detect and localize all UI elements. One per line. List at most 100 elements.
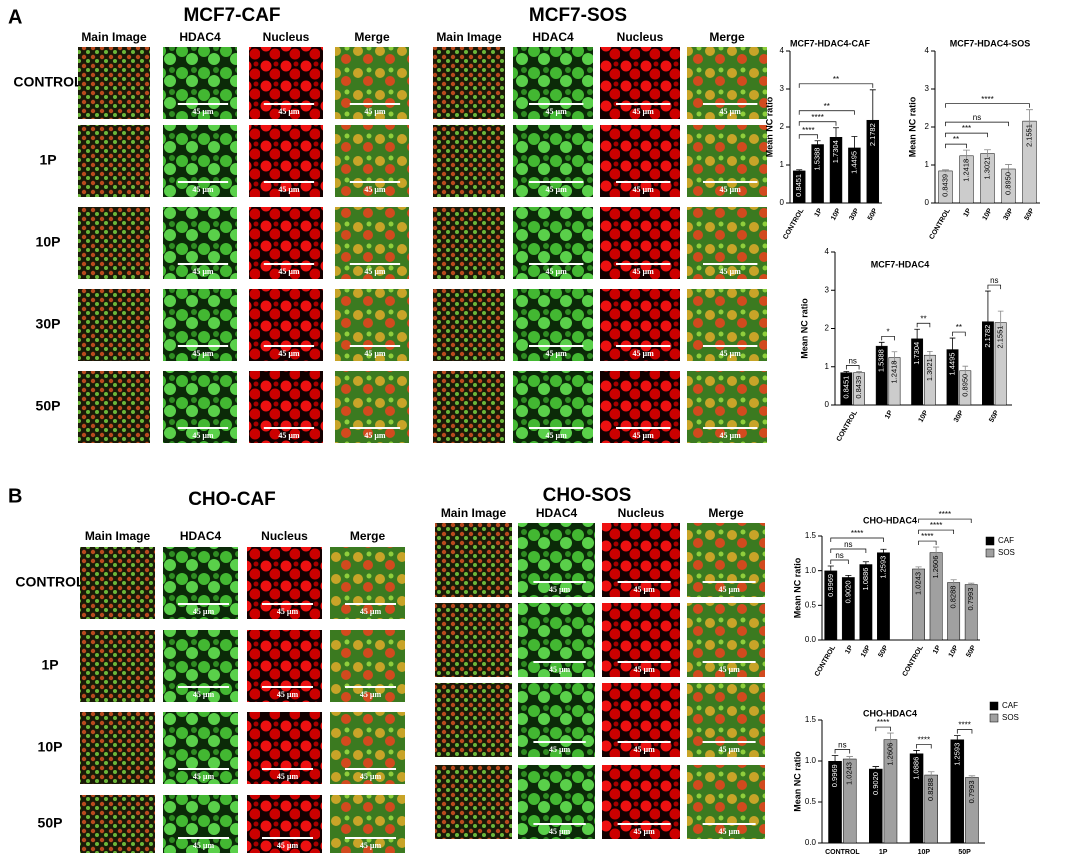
scale-bar-label: 45 µm	[277, 841, 299, 850]
error-bar	[950, 579, 957, 586]
value-label: 0.8439	[854, 376, 863, 399]
x-tick-label: CONTROL	[836, 409, 860, 443]
scale-bar-label: 45 µm	[718, 745, 740, 754]
significance-label: ns	[973, 113, 981, 122]
row-label: 1P	[39, 152, 56, 168]
x-tick-label: CONTROL	[928, 207, 952, 241]
legend-swatch	[989, 701, 999, 711]
scale-bar-label: 45 µm	[364, 267, 386, 276]
x-tick-label: 1P	[844, 644, 855, 655]
error-bar	[1026, 109, 1033, 133]
column-header: Main Image	[85, 529, 151, 543]
y-axis-label: Mean NC ratio	[792, 751, 802, 812]
value-label: 1.7304	[831, 140, 840, 163]
scale-bar-label: 45 µm	[364, 431, 386, 440]
micrograph	[687, 523, 765, 597]
column-header: Nucleus	[261, 529, 308, 543]
micrograph	[163, 289, 237, 361]
value-label: 1.0243	[914, 572, 923, 595]
micrograph	[78, 125, 150, 197]
column-header: Main Image	[436, 30, 502, 44]
scale-bar-label: 45 µm	[720, 107, 742, 116]
significance-label: ****	[939, 510, 951, 519]
micrograph	[687, 289, 767, 361]
row-label: 30P	[36, 316, 61, 332]
x-tick-label: 10P	[918, 409, 930, 424]
micrograph	[602, 603, 680, 677]
scale-bar-label: 45 µm	[720, 431, 742, 440]
y-tick-label: 1.5	[805, 531, 817, 540]
scale-bar-label: 45 µm	[720, 267, 742, 276]
micrograph	[687, 765, 765, 839]
error-bar	[968, 582, 975, 586]
micrograph	[513, 47, 593, 119]
y-tick-label: 0.5	[805, 797, 817, 806]
significance-bracket	[798, 121, 837, 126]
error-bar	[831, 755, 839, 767]
error-bar	[880, 548, 887, 557]
scale-bar-label: 45 µm	[546, 431, 568, 440]
y-tick-label: 0.0	[805, 838, 817, 847]
micrograph	[513, 125, 593, 197]
y-tick-label: 1.0	[805, 566, 817, 575]
legend-label: CAF	[1002, 701, 1018, 710]
error-bar	[914, 328, 920, 349]
y-axis-label: Mean NC ratio	[764, 96, 774, 157]
y-tick-label: 4	[925, 46, 930, 55]
error-bar	[962, 365, 969, 376]
significance-bracket	[916, 322, 931, 328]
x-tick-label: 1P	[884, 409, 895, 420]
error-bar	[869, 89, 876, 151]
micrograph	[163, 712, 238, 784]
value-label: 0.8451	[794, 174, 803, 197]
error-bar	[827, 565, 834, 576]
scale-bar-label: 45 µm	[360, 841, 382, 850]
scale-bar-label: 45 µm	[193, 690, 215, 699]
micrograph	[433, 47, 505, 119]
micrograph	[602, 523, 680, 597]
error-bar	[878, 341, 885, 350]
x-tick-label: 10P	[860, 644, 872, 659]
legend-label: SOS	[1002, 713, 1019, 722]
value-label: 0.9969	[830, 764, 839, 787]
scale-bar-label: 45 µm	[720, 185, 742, 194]
y-tick-label: 0	[780, 198, 785, 207]
micrograph	[687, 47, 767, 119]
micrograph	[687, 125, 767, 197]
significance-label: ns	[844, 540, 852, 549]
micrograph	[247, 547, 322, 619]
error-bar	[845, 574, 852, 580]
column-header: Main Image	[81, 30, 147, 44]
micrograph	[602, 765, 680, 839]
micrograph	[78, 371, 150, 443]
value-label: 1.2418	[961, 159, 970, 182]
scale-bar-label: 45 µm	[546, 267, 568, 276]
significance-label: **	[920, 314, 926, 323]
micrograph	[687, 371, 767, 443]
y-tick-label: 0.5	[805, 600, 817, 609]
row-label: 10P	[38, 739, 63, 755]
scale-bar-label: 45 µm	[718, 827, 740, 836]
significance-bracket	[918, 518, 972, 524]
row-label: 10P	[36, 234, 61, 250]
group-title: CHO-SOS	[543, 485, 632, 506]
micrograph	[600, 289, 680, 361]
significance-label: ****	[981, 95, 993, 104]
error-bar	[915, 566, 922, 572]
micrograph	[335, 47, 409, 119]
scale-bar-label: 45 µm	[192, 107, 214, 116]
chart-title: CHO-HDAC4	[863, 515, 917, 525]
x-tick-label: 1P	[879, 849, 888, 856]
error-bar	[927, 350, 933, 360]
error-bar	[942, 169, 949, 173]
micrograph	[163, 207, 237, 279]
scale-bar-label: 45 µm	[549, 665, 571, 674]
micrograph	[163, 47, 237, 119]
scale-bar-label: 45 µm	[278, 267, 300, 276]
legend-swatch	[985, 548, 995, 558]
micrograph	[435, 523, 512, 597]
row-label: 50P	[36, 398, 61, 414]
micrograph	[247, 712, 322, 784]
value-label: 1.7304	[912, 342, 921, 365]
significance-bracket	[956, 729, 973, 734]
